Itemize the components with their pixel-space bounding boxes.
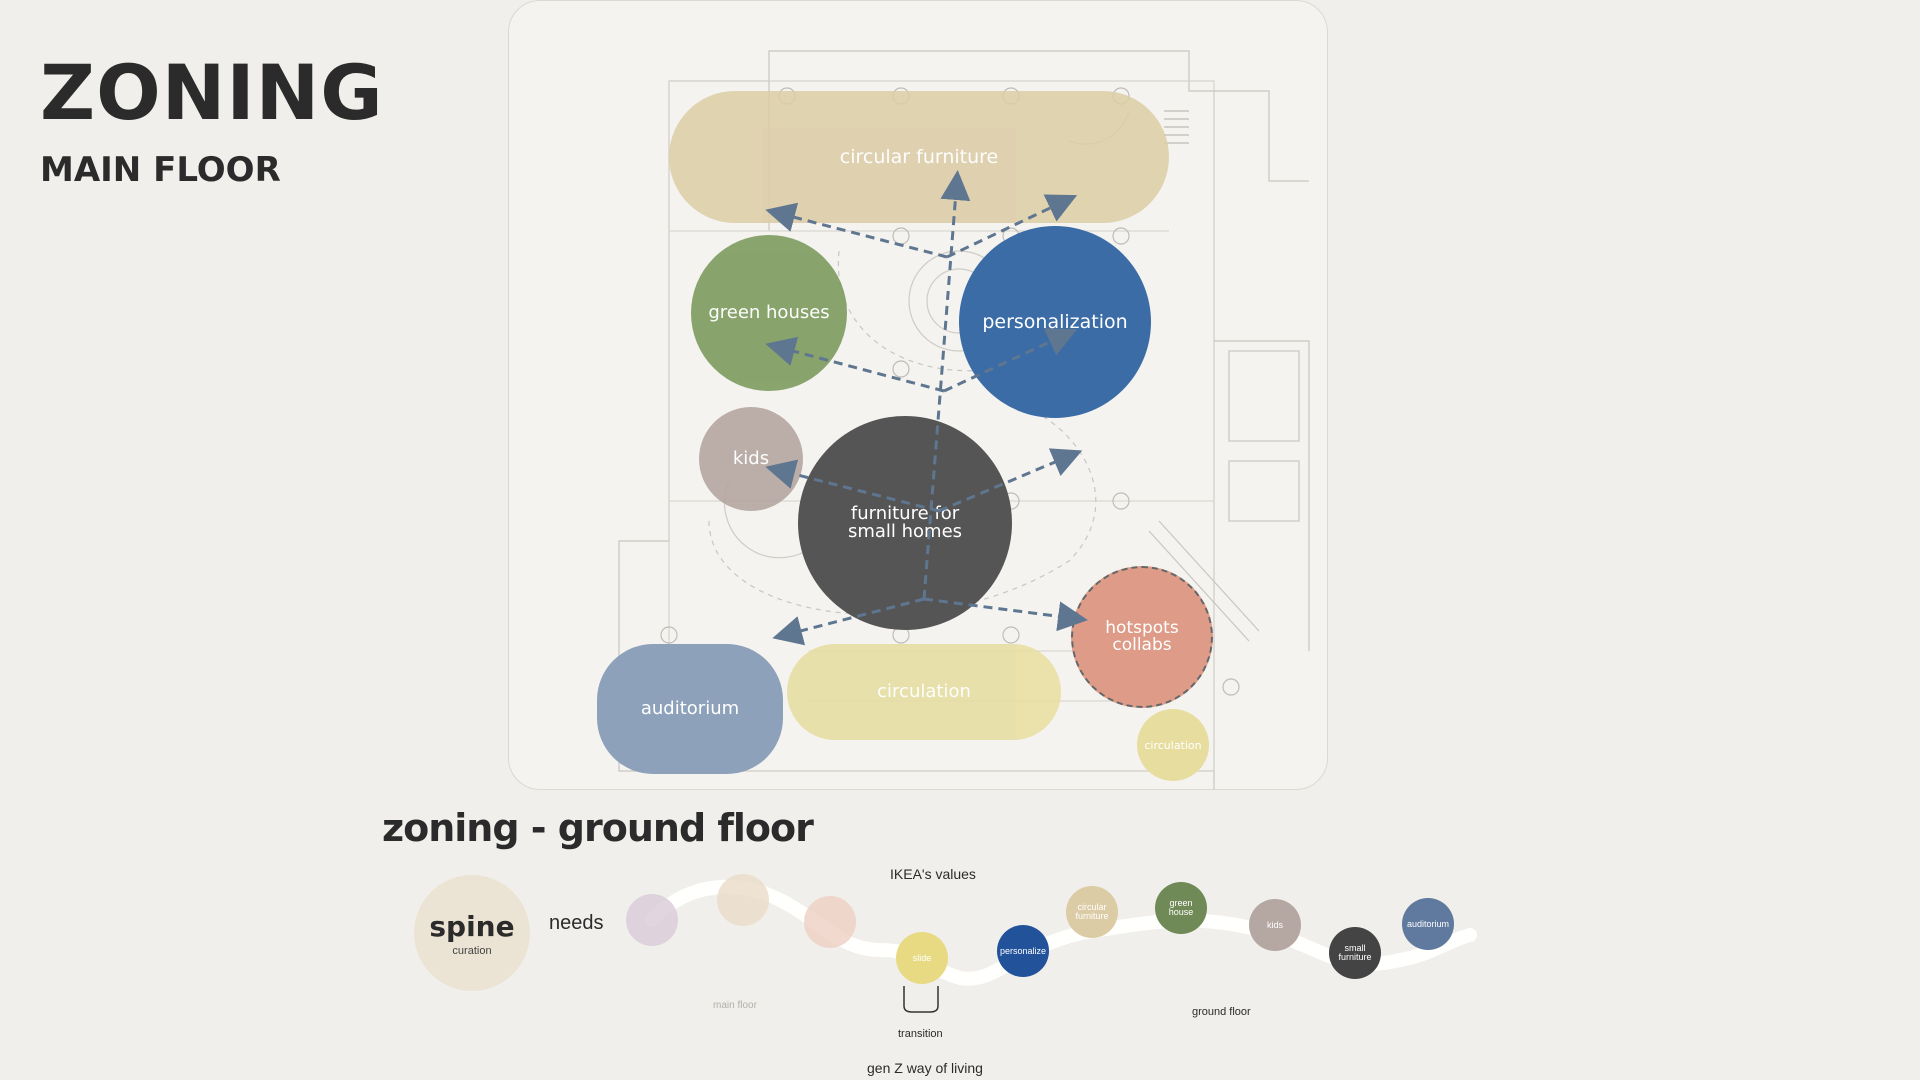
node-auditorium: auditorium [1402,898,1454,950]
zone-label-personalization: personalization [982,310,1128,333]
main-floor-dot-2 [717,874,769,926]
main-floor-dot-1 [626,894,678,946]
node-green-house-label: green house [1168,898,1194,917]
node-small-furniture: small furniture [1329,927,1381,979]
zone-small-homes: furniture for small homes [798,416,1012,630]
ground-floor-title: zoning - ground floor [382,806,814,850]
node-auditorium-label: auditorium [1406,918,1450,929]
ikea-values-label: IKEA's values [890,866,976,882]
zone-label-circular-furniture: circular furniture [839,145,999,168]
page-title: ZONING [40,48,384,137]
node-kids: kids [1249,899,1301,951]
gen-z-label: gen Z way of living [867,1060,983,1076]
node-personalize: personalize [997,925,1049,977]
zone-label-green-houses: green houses [708,302,830,323]
transition-label: transition [898,1028,943,1040]
zone-circulation-small: circulation [1137,709,1209,781]
zone-personalization: personalization [959,226,1151,418]
node-kids-label: kids [1266,919,1283,930]
node-personalize-label: personalize [999,945,1047,956]
zone-label-circulation: circulation [877,681,971,702]
spine-sublabel: curation [452,944,492,957]
zone-label-hotspots: hotspots collabs [1105,618,1179,655]
spine-label: spine [429,909,515,943]
node-small-furniture-label: small furniture [1338,943,1372,962]
floor-plan-panel: circular furniture green houses personal… [508,0,1328,790]
zone-circulation: circulation [787,644,1061,740]
zone-label-small-homes: furniture for small homes [847,503,963,542]
node-slide: slide [896,932,948,984]
zone-label-kids: kids [732,448,770,469]
node-circular-furniture-label: circular furniture [1075,902,1109,921]
zone-circular-furniture: circular furniture [669,91,1169,223]
main-floor-label: main floor [713,1000,757,1011]
zone-hotspots: hotspots collabs [1071,566,1213,708]
spine-circle: spine curation [414,875,530,991]
needs-label: needs [549,912,604,934]
node-green-house: green house [1155,882,1207,934]
zone-auditorium: auditorium [597,644,783,774]
page-subtitle: MAIN FLOOR [40,150,281,190]
node-slide-label: slide [912,952,932,963]
main-floor-dot-3 [804,896,856,948]
node-circular-furniture: circular furniture [1066,886,1118,938]
zone-label-auditorium: auditorium [640,698,740,719]
zone-label-circulation-small: circulation [1144,738,1202,752]
ground-floor-label: ground floor [1192,1006,1251,1018]
zone-green-houses: green houses [691,235,847,391]
zone-kids: kids [699,407,803,511]
